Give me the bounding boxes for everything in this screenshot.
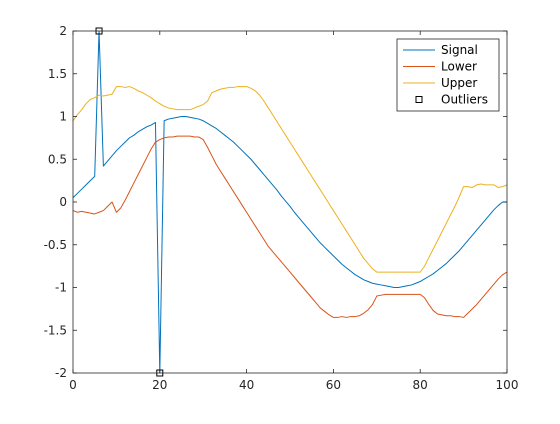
- x-tick-label: 0: [69, 378, 77, 392]
- y-tick-label: -2: [55, 366, 67, 380]
- x-tick-label: 80: [413, 378, 428, 392]
- y-tick-label: 1: [59, 110, 67, 124]
- x-tick-label: 40: [239, 378, 254, 392]
- legend-label-upper: Upper: [441, 76, 477, 90]
- x-tick-label: 60: [326, 378, 341, 392]
- series-line-upper: [72, 86, 508, 273]
- y-tick-label: 0: [59, 195, 67, 209]
- x-tick-label: 100: [496, 378, 519, 392]
- y-tick-label: 1.5: [48, 67, 67, 81]
- legend-label-outliers: Outliers: [441, 93, 488, 107]
- axes-layer: 0 20 40 60 80 100 -2 -1.5 -1 -0.5 0 0.5 1 1.5 2: [44, 24, 519, 392]
- series-line-lower: [72, 135, 508, 318]
- legend: Signal Lower Upper Outliers: [396, 38, 500, 112]
- series-layer: [72, 27, 508, 377]
- y-tick-label: 0.5: [48, 152, 67, 166]
- y-tick-label: -0.5: [44, 238, 67, 252]
- series-line-signal: [72, 30, 507, 374]
- y-tick-label: 2: [59, 24, 67, 38]
- legend-label-lower: Lower: [441, 60, 477, 74]
- legend-swatch-outliers: [415, 96, 423, 103]
- legend-label-signal: Signal: [441, 43, 478, 57]
- x-tick-label: 20: [152, 378, 167, 392]
- y-tick-label: -1: [55, 281, 67, 295]
- y-tick-label: -1.5: [44, 323, 67, 337]
- legend-box: [396, 38, 500, 112]
